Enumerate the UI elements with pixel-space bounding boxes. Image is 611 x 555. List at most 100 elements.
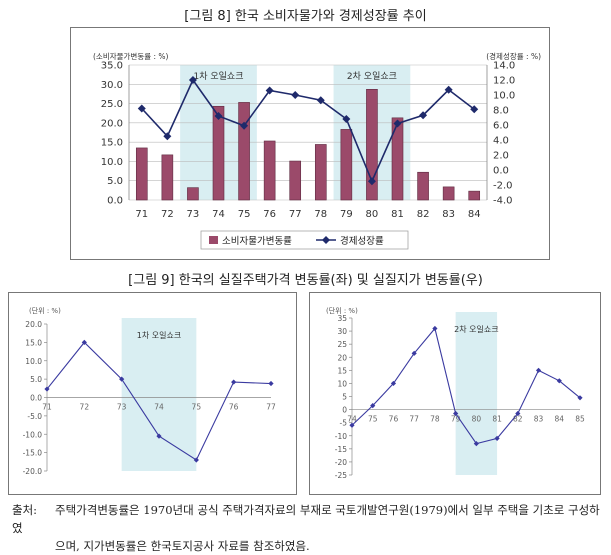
land-y-tick-label: 35 — [337, 314, 347, 323]
growth-point — [393, 119, 402, 128]
housing-y-tick-label: 0.0 — [30, 394, 42, 403]
housing-x-tick-label: 71 — [42, 403, 52, 412]
land-point — [577, 395, 583, 401]
land-y-tick-label: 10 — [337, 379, 347, 388]
source-line-2: 으며, 지가변동률은 한국토지공사 자료를 참조하였음. — [55, 539, 310, 553]
legend-bar-swatch — [209, 236, 218, 244]
land-y-tick-label: 5 — [342, 393, 347, 402]
housing-point — [119, 376, 125, 382]
x-tick-label: 78 — [314, 209, 327, 220]
figure-9-right-panel: 2차 오일쇼크 (단위 : %) -25 -20 -15 -10 -5 0 5 10 15 20 25 3… — [309, 292, 601, 495]
land-x-tick-label: 84 — [554, 415, 564, 424]
left-tick-label: 25.0 — [101, 99, 123, 110]
right-tick-label: 6.0 — [493, 121, 509, 132]
x-tick-label: 80 — [366, 209, 379, 220]
growth-point — [188, 76, 197, 84]
figure-8-panel: 1차 오일쇼크 2차 오일쇼크 0.0 5.0 10.0 15.0 20.0 25.0 30.0… — [70, 27, 550, 260]
housing-unit-label: (단위 : %) — [29, 306, 61, 315]
housing-y-tick-label: -15.0 — [23, 449, 43, 458]
right-tick-label: -4.0 — [493, 196, 513, 207]
housing-x-tick-label: 75 — [192, 403, 202, 412]
land-point — [535, 367, 542, 373]
land-x-tick-label: 79 — [451, 415, 461, 424]
housing-price-chart: 1차 오일쇼크 (단위 : %) -20.0 -15.0 -10.0 -5.0 0.0 5.0… — [23, 306, 276, 476]
land-x-tick-label: 78 — [430, 415, 440, 424]
growth-point — [291, 91, 300, 99]
figure-9-left-panel: 1차 오일쇼크 (단위 : %) -20.0 -15.0 -10.0 -5.0 0.0 5.0… — [8, 292, 297, 495]
cpi-growth-chart: 1차 오일쇼크 2차 오일쇼크 0.0 5.0 10.0 15.0 20.0 25.0 30.0… — [93, 51, 541, 250]
cpi-bar — [187, 187, 199, 201]
land-y-tick-label: -25 — [335, 471, 347, 480]
cpi-bar — [263, 140, 276, 201]
source-note: 출처: 주택가격변동률은 1970년대 공식 주택가격자료의 부재로 국토개발연구… — [12, 501, 602, 555]
figure-9-title: [그림 9] 한국의 실질주택가격 변동률(좌) 및 실질지가 변동률(우) — [128, 273, 483, 288]
figure-8-title: [그림 8] 한국 소비자물가와 경제성장률 추이 — [184, 9, 427, 24]
growth-point — [444, 85, 453, 94]
oil-shock-label-2: 2차 오일쇼크 — [347, 70, 397, 82]
growth-point — [316, 96, 325, 105]
left-tick-label: 35.0 — [101, 61, 123, 72]
oil-shock-label-1: 1차 오일쇼크 — [194, 70, 244, 82]
housing-point — [81, 339, 87, 345]
housing-y-tick-label: 10.0 — [25, 357, 42, 366]
growth-point — [214, 112, 223, 120]
x-tick-label: 71 — [135, 209, 148, 220]
x-tick-label: 72 — [161, 209, 174, 220]
land-x-tick-label: 85 — [575, 415, 585, 424]
legend-line-marker — [322, 236, 330, 244]
housing-y-tick-label: -20.0 — [23, 467, 43, 476]
right-tick-label: 12.0 — [493, 76, 515, 87]
left-tick-label: 0.0 — [107, 196, 123, 207]
cpi-bar — [289, 160, 302, 201]
cpi-bar — [161, 154, 174, 201]
land-x-tick-label: 83 — [534, 415, 544, 424]
housing-x-tick-label: 72 — [80, 403, 90, 412]
right-tick-label: 10.0 — [493, 91, 515, 102]
housing-oil-shock-label: 1차 오일쇼크 — [137, 331, 181, 340]
land-price-chart: 2차 오일쇼크 (단위 : %) -25 -20 -15 -10 -5 0 5 10 15 20 25 3… — [326, 306, 585, 480]
growth-point — [163, 132, 172, 141]
cpi-bar — [391, 117, 404, 201]
land-y-tick-label: 20 — [337, 353, 347, 362]
left-axis-label: (소비자물가변동률 : %) — [93, 52, 169, 61]
housing-y-tick-label: 20.0 — [25, 320, 42, 329]
land-y-tick-label: 30 — [337, 327, 347, 336]
x-tick-label: 82 — [417, 209, 430, 220]
x-tick-label: 77 — [289, 209, 302, 220]
land-oil-shock-shade — [455, 312, 498, 475]
source-line-1: 주택가격변동률은 1970년대 공식 주택가격자료의 부재로 국토개발연구원(1… — [12, 503, 600, 535]
growth-point — [342, 115, 351, 123]
right-tick-label: -2.0 — [493, 181, 513, 192]
cpi-bar — [366, 88, 378, 201]
cpi-bar — [468, 190, 481, 201]
x-tick-label: 76 — [263, 209, 276, 220]
x-tick-label: 79 — [340, 209, 353, 220]
legend-bar-label: 소비자물가변동률 — [222, 236, 292, 247]
growth-point — [419, 111, 428, 120]
land-y-tick-label: -15 — [335, 445, 347, 454]
land-x-tick-label: 82 — [513, 415, 523, 424]
growth-point — [265, 86, 274, 95]
right-tick-label: 8.0 — [493, 106, 509, 117]
left-tick-label: 20.0 — [101, 118, 123, 129]
growth-point — [240, 121, 249, 130]
housing-y-tick-label: 15.0 — [25, 338, 42, 347]
land-point — [453, 410, 459, 417]
housing-x-tick-label: 74 — [154, 403, 164, 412]
housing-x-tick-label: 73 — [117, 403, 127, 412]
land-oil-shock-label: 2차 오일쇼크 — [454, 325, 498, 334]
land-y-tick-label: -5 — [340, 419, 348, 428]
cpi-bar — [238, 102, 250, 201]
x-tick-label: 84 — [468, 209, 481, 220]
land-y-tick-label: 25 — [337, 340, 347, 349]
growth-line — [141, 78, 475, 184]
land-y-tick-label: 15 — [337, 366, 347, 375]
cpi-bar — [212, 105, 225, 201]
right-tick-label: 14.0 — [493, 61, 515, 72]
x-tick-label: 74 — [212, 209, 225, 220]
housing-point — [231, 379, 237, 385]
land-unit-label: (단위 : %) — [326, 306, 358, 315]
source-prefix: 출처: — [12, 503, 38, 517]
cpi-bar — [135, 147, 148, 201]
land-x-tick-label: 80 — [472, 415, 482, 424]
